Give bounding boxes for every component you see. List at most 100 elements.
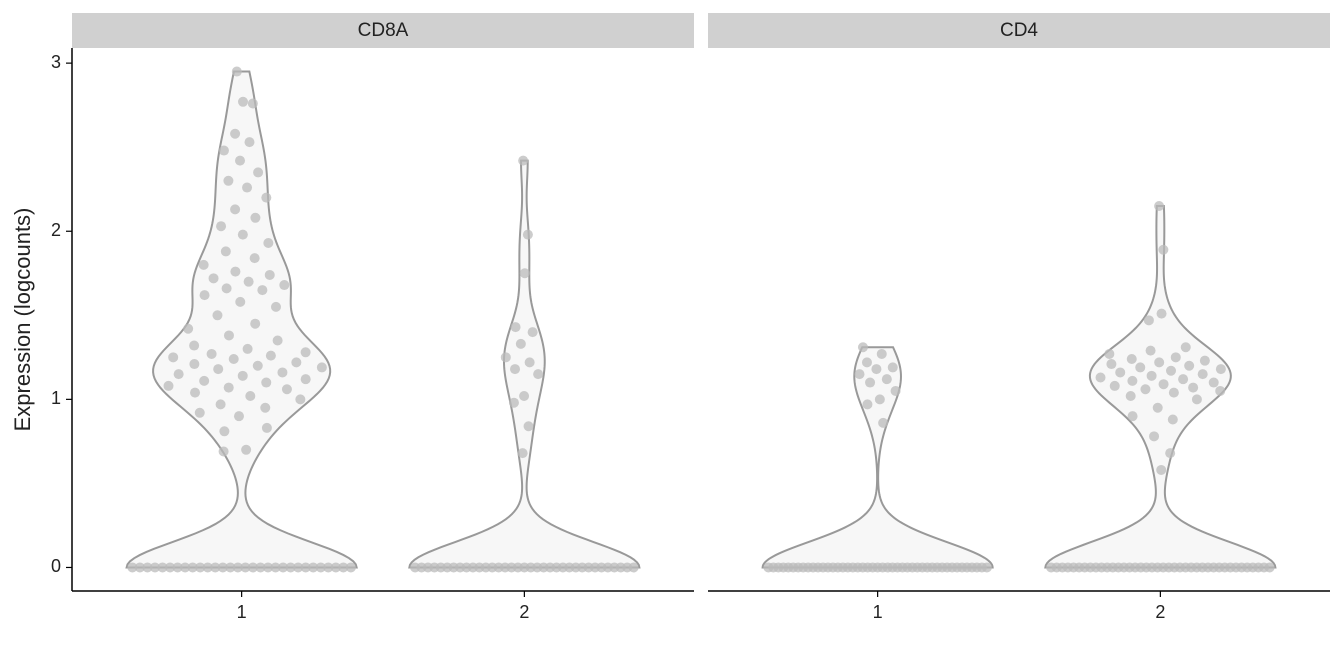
point <box>198 259 209 270</box>
point <box>237 370 248 381</box>
point <box>212 310 223 321</box>
point <box>231 66 242 77</box>
point <box>233 411 244 422</box>
point <box>1208 377 1219 388</box>
point <box>1264 562 1275 573</box>
point <box>253 167 264 178</box>
point <box>1135 362 1146 373</box>
point <box>216 221 227 232</box>
point <box>281 384 292 395</box>
point <box>183 323 194 334</box>
point <box>279 280 290 291</box>
point <box>1104 348 1115 359</box>
point <box>1165 448 1176 459</box>
point <box>515 338 526 349</box>
point <box>272 335 283 346</box>
point <box>1166 365 1177 376</box>
point <box>261 377 272 388</box>
point <box>242 182 253 193</box>
point <box>237 229 248 240</box>
point <box>330 562 341 573</box>
strip <box>72 13 694 48</box>
point <box>142 562 153 573</box>
point <box>510 322 521 333</box>
point <box>316 362 327 373</box>
point <box>524 357 535 368</box>
violin <box>761 346 994 569</box>
point <box>285 562 296 573</box>
point <box>519 390 530 401</box>
point <box>173 369 184 380</box>
point <box>876 348 887 359</box>
point <box>240 562 251 573</box>
point <box>247 98 258 109</box>
point <box>523 421 534 432</box>
point <box>250 318 261 329</box>
point <box>1095 372 1106 383</box>
point <box>213 364 224 375</box>
point <box>223 382 234 393</box>
point <box>235 296 246 307</box>
point <box>265 350 276 361</box>
point <box>1106 359 1117 370</box>
point <box>981 562 992 573</box>
point <box>206 348 217 359</box>
point <box>1167 414 1178 425</box>
point <box>315 562 326 573</box>
point <box>1146 370 1157 381</box>
point <box>1140 384 1151 395</box>
point <box>242 343 253 354</box>
point <box>249 253 260 264</box>
point <box>223 330 234 341</box>
y-axis-label: Expression (logcounts) <box>10 208 35 432</box>
point <box>194 407 205 418</box>
point <box>263 238 274 249</box>
point <box>1127 411 1138 422</box>
point <box>255 562 266 573</box>
point <box>127 562 138 573</box>
point <box>628 562 639 573</box>
point <box>260 402 271 413</box>
point <box>238 96 249 107</box>
point <box>1215 385 1226 396</box>
point <box>1152 402 1163 413</box>
y-tick-label: 2 <box>51 220 61 240</box>
point <box>1158 379 1169 390</box>
point <box>208 273 219 284</box>
point <box>300 562 311 573</box>
point <box>1115 367 1126 378</box>
point <box>210 562 221 573</box>
point <box>165 562 176 573</box>
point <box>1184 360 1195 371</box>
point <box>871 364 882 375</box>
point <box>228 354 239 365</box>
point <box>865 377 876 388</box>
point <box>219 426 230 437</box>
point <box>1143 315 1154 326</box>
point <box>264 269 275 280</box>
point <box>308 562 319 573</box>
point <box>245 390 256 401</box>
point <box>1109 380 1120 391</box>
point <box>295 394 306 405</box>
point <box>230 204 241 215</box>
point <box>278 562 289 573</box>
point <box>149 562 160 573</box>
point <box>217 562 228 573</box>
point <box>189 359 200 370</box>
y-tick-label: 1 <box>51 388 61 408</box>
point <box>291 357 302 368</box>
point <box>270 301 281 312</box>
point <box>243 276 254 287</box>
y-tick-label: 0 <box>51 556 61 576</box>
point <box>220 246 231 257</box>
point <box>1154 201 1165 212</box>
point <box>1188 382 1199 393</box>
point <box>257 285 268 296</box>
point <box>190 387 201 398</box>
point <box>134 562 145 573</box>
point <box>202 562 213 573</box>
point <box>261 422 272 433</box>
point <box>1126 354 1137 365</box>
point <box>861 357 872 368</box>
